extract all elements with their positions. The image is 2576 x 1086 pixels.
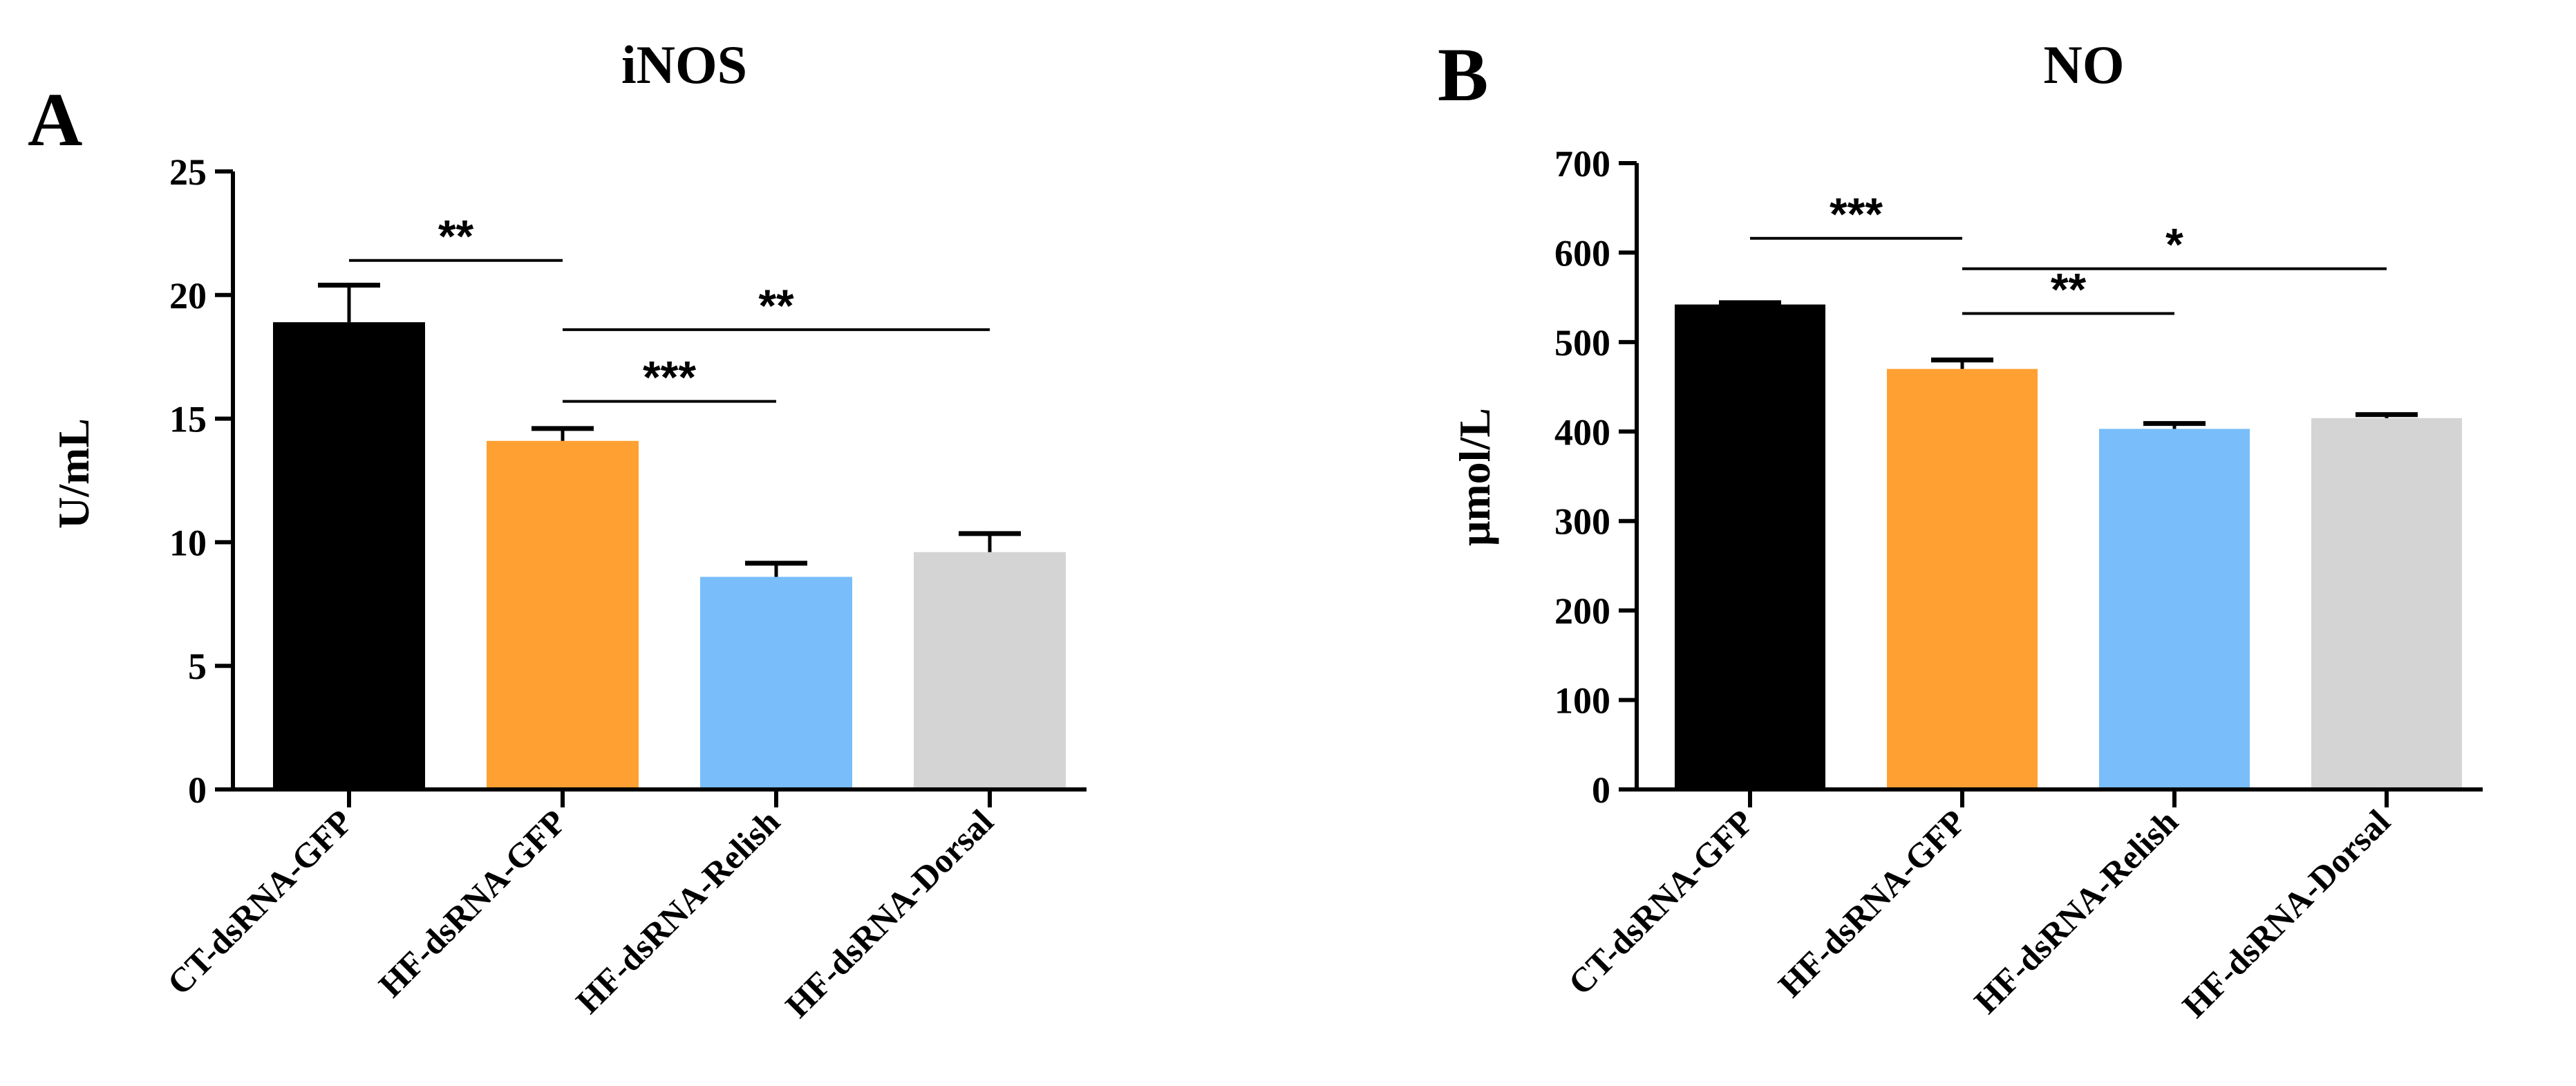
x-tick-label: HF-dsRNA-Relish (1966, 802, 2185, 1021)
y-tick-label: 200 (1554, 590, 1610, 632)
y-tick-label: 500 (1554, 322, 1610, 364)
x-tick-label: HF-dsRNA-Dorsal (778, 802, 1001, 1025)
x-tick-label: CT-dsRNA-GFP (160, 802, 360, 1002)
x-tick-label: HF-dsRNA-Dorsal (2174, 802, 2398, 1025)
chart-panel-b: B NO μmol/L 0 100 200 300 400 500 600 700 CT-dsR… (1438, 32, 2483, 1025)
y-tick-label: 700 (1554, 143, 1610, 185)
panel-letter-a: A (28, 77, 82, 162)
y-axis-label-a: U/mL (49, 418, 98, 529)
y-tick-label: 10 (169, 522, 207, 563)
significance-label: *** (643, 352, 696, 403)
significance-label: * (2165, 219, 2183, 270)
bar (273, 322, 425, 789)
panel-letter-b: B (1438, 32, 1488, 117)
y-tick-label: 15 (169, 399, 207, 440)
y-axis-label-b: μmol/L (1450, 408, 1499, 546)
bar (1887, 368, 2038, 789)
significance-label: ** (2051, 263, 2087, 315)
y-tick-label: 600 (1554, 232, 1610, 274)
bar (914, 552, 1066, 789)
y-tick-label: 300 (1554, 501, 1610, 543)
x-tick-label: HF-dsRNA-Relish (568, 802, 787, 1021)
bar (2311, 418, 2462, 789)
bar (2099, 429, 2250, 789)
y-tick-label: 5 (188, 646, 207, 687)
bar (700, 577, 852, 789)
x-tick-label: HF-dsRNA-GFP (1771, 802, 1973, 1004)
significance-label: *** (1830, 189, 1883, 240)
significance-label: ** (438, 211, 474, 262)
y-tick-label: 100 (1554, 680, 1610, 722)
y-tick-label: 20 (169, 275, 207, 317)
x-tick-label: CT-dsRNA-GFP (1561, 802, 1761, 1002)
y-tick-label: 400 (1554, 411, 1610, 453)
significance-label: ** (758, 280, 794, 331)
chart-title-b: NO (2044, 35, 2125, 95)
bar (1675, 304, 1825, 789)
y-tick-label: 0 (188, 769, 207, 811)
x-tick-label: HF-dsRNA-GFP (371, 802, 574, 1004)
chart-title-a: iNOS (621, 35, 747, 95)
bar (487, 440, 639, 789)
y-tick-label: 25 (169, 151, 207, 193)
y-tick-label: 0 (1592, 769, 1610, 811)
